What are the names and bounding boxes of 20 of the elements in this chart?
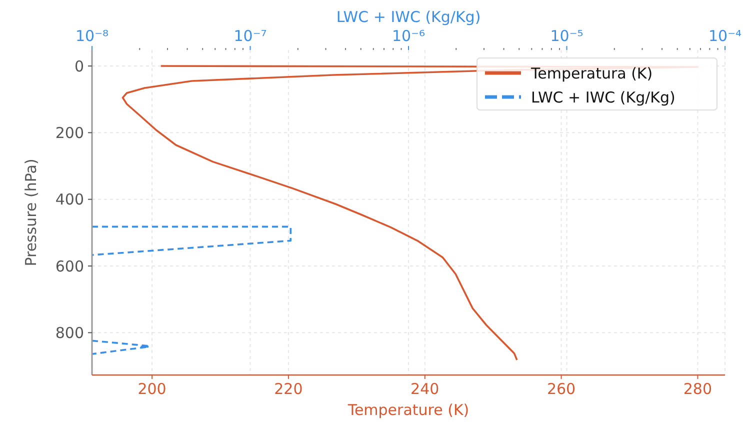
y-tick-label: 200 bbox=[55, 124, 84, 142]
x-tick-label: 280 bbox=[683, 380, 712, 398]
x-tick-label: 200 bbox=[138, 380, 166, 398]
x-tick-label: 220 bbox=[274, 380, 303, 398]
x2-tick-label: 10⁻⁸ bbox=[75, 27, 109, 45]
y-tick-label: 600 bbox=[55, 257, 84, 276]
x-axis-title: Temperature (K) bbox=[346, 401, 470, 419]
x2-tick-label: 10⁻⁶ bbox=[392, 27, 426, 45]
x2-tick-label: 10⁻⁵ bbox=[550, 27, 584, 45]
y-tick-label: 800 bbox=[55, 324, 84, 342]
x-tick-label: 240 bbox=[410, 380, 440, 398]
legend-label: Temperatura (K) bbox=[530, 64, 653, 82]
x2-tick-label: 10⁻⁴ bbox=[708, 27, 742, 45]
y-tick-label: 0 bbox=[74, 57, 84, 76]
x-tick-label: 260 bbox=[546, 380, 576, 398]
x2-axis-title: LWC + IWC (Kg/Kg) bbox=[336, 8, 481, 26]
y-axis-title: Pressure (hPa) bbox=[22, 158, 40, 266]
y-tick-label: 400 bbox=[55, 190, 84, 209]
x2-tick-label: 10⁻⁷ bbox=[234, 27, 267, 45]
legend-label: LWC + IWC (Kg/Kg) bbox=[531, 88, 676, 106]
